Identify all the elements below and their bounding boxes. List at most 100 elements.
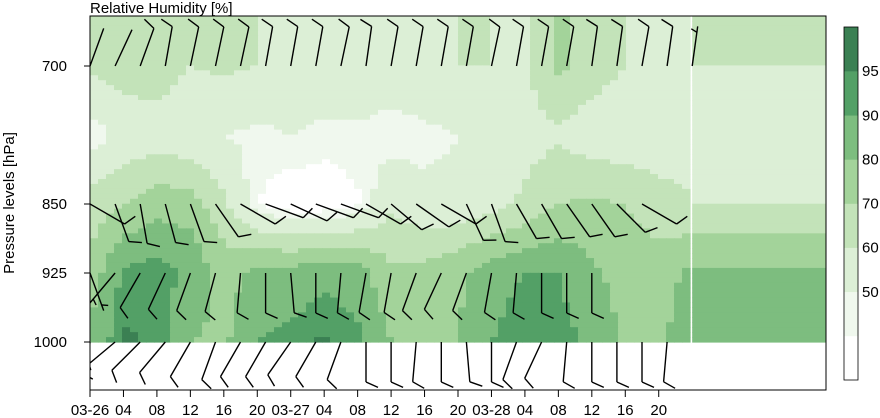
heatmap-cell [514,144,523,150]
heatmap-cell [666,134,675,141]
heatmap-cell [570,16,579,22]
heatmap-cell [322,75,331,81]
heatmap-cell [418,70,427,76]
heatmap-cell [586,297,595,304]
heatmap-cell [514,272,523,279]
heatmap-cell [626,55,635,62]
heatmap-cell [354,262,363,269]
heatmap-cell [306,159,315,165]
heatmap-cell [90,85,99,91]
heatmap-cell [498,262,507,269]
heatmap-cell [154,144,163,150]
heatmap-cell [346,183,355,190]
heatmap-cell [154,169,163,175]
heatmap-cell [234,139,243,146]
heatmap-cell [682,90,691,96]
heatmap-cell [570,50,579,57]
heatmap-cell [186,45,195,52]
heatmap-cell [226,208,235,215]
heatmap-cell [642,282,651,289]
heatmap-cell [106,277,115,284]
heatmap-cell [666,322,675,328]
heatmap-cell [186,193,195,200]
heatmap-cell [514,80,523,86]
heatmap-cell [90,144,99,150]
heatmap-cell [554,134,563,141]
heatmap-cell [506,99,515,106]
heatmap-cell [530,327,539,333]
heatmap-cell [466,109,475,116]
heatmap-cell [210,188,219,195]
heatmap-cell [578,80,587,86]
heatmap-cell [474,287,483,294]
heatmap-cell [266,104,275,111]
heatmap-cell [402,85,411,91]
heatmap-cell [234,243,243,249]
heatmap-cell [210,238,219,244]
heatmap-cell [370,258,379,264]
heatmap-cell [170,154,179,160]
heatmap-cell [386,104,395,111]
heatmap-cell [322,30,331,37]
heatmap-cell [626,134,635,141]
heatmap-cell [170,174,179,180]
heatmap-cell [386,80,395,86]
heatmap-cell [162,337,171,343]
heatmap-cell [618,218,627,225]
heatmap-cell [410,30,419,37]
heatmap-cell [266,267,275,274]
heatmap-cell [658,193,667,200]
heatmap-cell [650,218,659,225]
heatmap-cell [554,75,563,81]
heatmap-cell [234,70,243,76]
heatmap-cell [538,114,547,121]
heatmap-cell [178,119,187,126]
heatmap-cell [586,253,595,259]
heatmap-cell [314,95,323,101]
heatmap-cell [402,307,411,313]
heatmap-cell [354,55,363,62]
heatmap-cell [298,30,307,37]
heatmap-cell [282,124,291,131]
heatmap-cell [330,188,339,195]
heatmap-cell [458,99,467,106]
heatmap-cell [602,253,611,259]
heatmap-cell [610,80,619,86]
heatmap-cell [578,228,587,234]
heatmap-cell [186,282,195,289]
heatmap-cell [354,188,363,195]
heatmap-cell [410,327,419,333]
heatmap-cell [370,40,379,47]
heatmap-cell [178,208,187,215]
heatmap-cell [194,70,203,76]
heatmap-cell [642,95,651,101]
heatmap-cell [530,302,539,309]
heatmap-cell [338,179,347,185]
heatmap-cell [362,337,371,343]
heatmap-cell [570,262,579,269]
heatmap-cell [570,179,579,185]
heatmap-cell [594,213,603,220]
heatmap-cell [618,302,627,309]
heatmap-cell [362,99,371,106]
heatmap-cell [450,272,459,279]
heatmap-cell [154,253,163,259]
heatmap-cell [386,203,395,210]
heatmap-cell [458,104,467,111]
heatmap-cell [482,228,491,234]
heatmap-cell [514,337,523,343]
heatmap-cell [546,203,555,210]
heatmap-cell [138,267,147,274]
heatmap-cell [354,277,363,284]
heatmap-cell [434,223,443,229]
heatmap-cell [610,228,619,234]
heatmap-cell [674,198,683,205]
heatmap-cell [402,40,411,47]
heatmap-cell [562,193,571,200]
heatmap-cell [146,95,155,101]
heatmap-cell [378,297,387,304]
heatmap-cell [666,16,675,22]
heatmap-cell [122,228,131,234]
heatmap-cell [658,188,667,195]
heatmap-cell [458,20,467,27]
